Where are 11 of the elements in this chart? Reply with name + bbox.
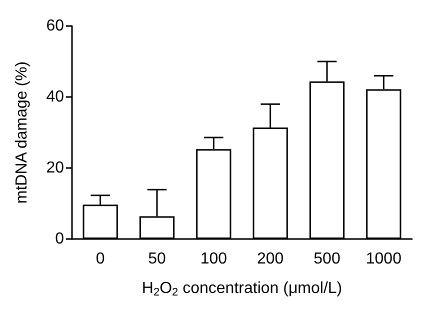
y-axis-title: mtDNA damage (%) — [14, 61, 30, 204]
y-tick-label: 0 — [55, 230, 64, 248]
y-tick-label: 20 — [46, 160, 64, 176]
y-tick-label: 60 — [46, 18, 64, 34]
y-tick-label: 40 — [46, 88, 64, 106]
x-tick-label: 200 — [256, 250, 284, 268]
x-tick-label: 0 — [96, 250, 105, 268]
x-tick-label: 500 — [314, 250, 340, 268]
x-tick-label: 50 — [148, 250, 166, 268]
x-tick-label: 100 — [200, 250, 228, 268]
x-tick-label: 1000 — [366, 250, 402, 268]
